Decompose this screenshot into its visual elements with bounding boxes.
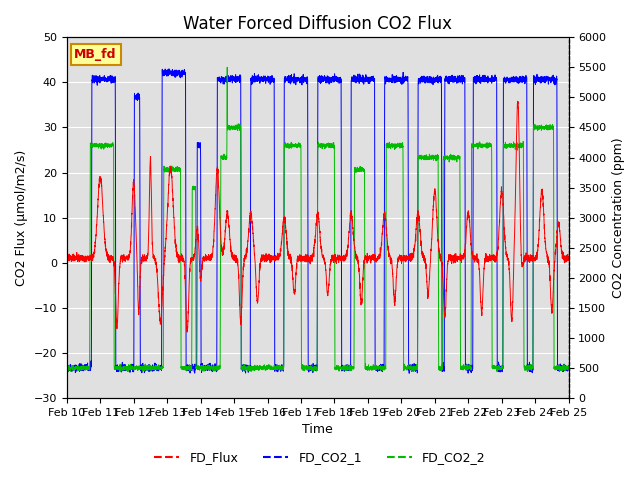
Y-axis label: CO2 Concentration (ppm): CO2 Concentration (ppm) [612, 137, 625, 298]
X-axis label: Time: Time [302, 423, 333, 436]
Y-axis label: CO2 Flux (μmol/m2/s): CO2 Flux (μmol/m2/s) [15, 149, 28, 286]
Title: Water Forced Diffusion CO2 Flux: Water Forced Diffusion CO2 Flux [183, 15, 452, 33]
Text: MB_fd: MB_fd [74, 48, 117, 61]
Legend: FD_Flux, FD_CO2_1, FD_CO2_2: FD_Flux, FD_CO2_1, FD_CO2_2 [149, 446, 491, 469]
